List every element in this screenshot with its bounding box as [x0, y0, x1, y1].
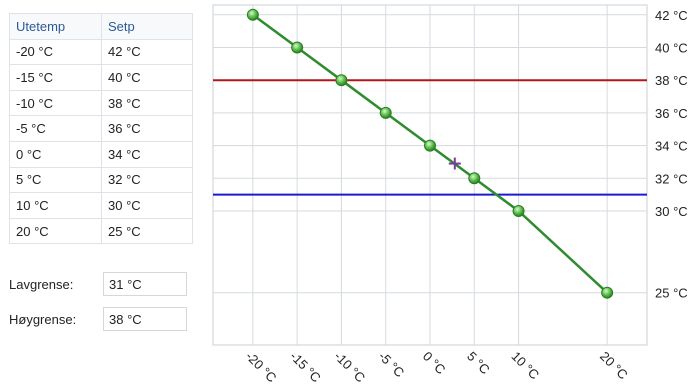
high-limit-label: Høygrense:: [9, 311, 77, 327]
curve-point[interactable]: [512, 204, 525, 217]
curve-point[interactable]: [424, 139, 436, 152]
y-tick-label: 32 °C: [655, 171, 688, 186]
y-tick-label: 25 °C: [655, 286, 688, 301]
outdoor-temp-cell[interactable]: 0 °C: [9, 140, 102, 168]
low-limit-field[interactable]: 31 °C: [103, 272, 187, 296]
setpoint-cell[interactable]: 36 °C: [101, 115, 193, 142]
curve-point[interactable]: [291, 41, 304, 54]
y-tick-label: 36 °C: [655, 106, 688, 121]
outdoor-temp-cell[interactable]: -5 °C: [9, 115, 102, 142]
table-header-row: Utetemp Setp: [9, 13, 193, 40]
x-tick-label: 10 °C: [508, 349, 542, 383]
high-limit-field[interactable]: 38 °C: [103, 307, 187, 331]
y-tick-label: 30 °C: [655, 204, 688, 219]
curve-point[interactable]: [335, 74, 348, 87]
low-limit-row: Lavgrense: 31 °C: [9, 270, 187, 298]
table-row: -20 °C 42 °C: [9, 38, 193, 66]
y-tick-label: 40 °C: [655, 41, 688, 56]
setpoint-cell[interactable]: 40 °C: [101, 64, 193, 91]
table-row: 0 °C 34 °C: [9, 140, 193, 168]
y-tick-label: 38 °C: [655, 73, 688, 88]
outdoor-temp-cell[interactable]: 20 °C: [9, 217, 102, 245]
y-tick-label: 42 °C: [655, 8, 688, 23]
x-tick-label: -15 °C: [287, 349, 324, 386]
y-tick-label: 34 °C: [655, 139, 688, 154]
curve-line: [252, 13, 608, 294]
low-limit-label: Lavgrense:: [9, 276, 74, 292]
outdoor-temp-cell[interactable]: 10 °C: [9, 192, 102, 219]
setpoint-cell[interactable]: 30 °C: [101, 192, 193, 219]
table-row: -10 °C 38 °C: [9, 89, 193, 117]
x-tick-label: -5 °C: [376, 349, 408, 381]
setpoint-cell[interactable]: 32 °C: [101, 166, 193, 194]
x-tick-label: 0 °C: [420, 349, 449, 378]
setpoint-cell[interactable]: 25 °C: [101, 217, 193, 245]
setpoint-cell[interactable]: 34 °C: [101, 140, 193, 168]
outdoor-temp-cell[interactable]: -10 °C: [9, 89, 102, 117]
x-tick-label: 20 °C: [597, 349, 631, 383]
outdoor-temp-cell[interactable]: 5 °C: [9, 166, 102, 194]
curve-point[interactable]: [246, 8, 259, 21]
setpoint-cell[interactable]: 38 °C: [101, 89, 193, 117]
table-row: 5 °C 32 °C: [9, 166, 193, 194]
table-row: -15 °C 40 °C: [9, 64, 193, 91]
x-tick-label: -20 °C: [243, 349, 280, 386]
table-row: 10 °C 30 °C: [9, 192, 193, 219]
setpoint-cell[interactable]: 42 °C: [101, 38, 193, 66]
outdoor-temp-cell[interactable]: -20 °C: [9, 38, 102, 66]
curve-point[interactable]: [379, 106, 392, 119]
table-row: 20 °C 25 °C: [9, 217, 193, 245]
curve-point[interactable]: [468, 172, 481, 185]
x-tick-label: 5 °C: [464, 349, 493, 378]
heating-curve-table: Utetemp Setp -20 °C 42 °C -15 °C 40 °C -…: [9, 13, 193, 245]
high-limit-row: Høygrense: 38 °C: [9, 305, 187, 333]
curve-point[interactable]: [601, 286, 614, 299]
outdoor-temp-header: Utetemp: [9, 13, 102, 40]
table-row: -5 °C 36 °C: [9, 115, 193, 142]
x-tick-label: -10 °C: [331, 349, 368, 386]
